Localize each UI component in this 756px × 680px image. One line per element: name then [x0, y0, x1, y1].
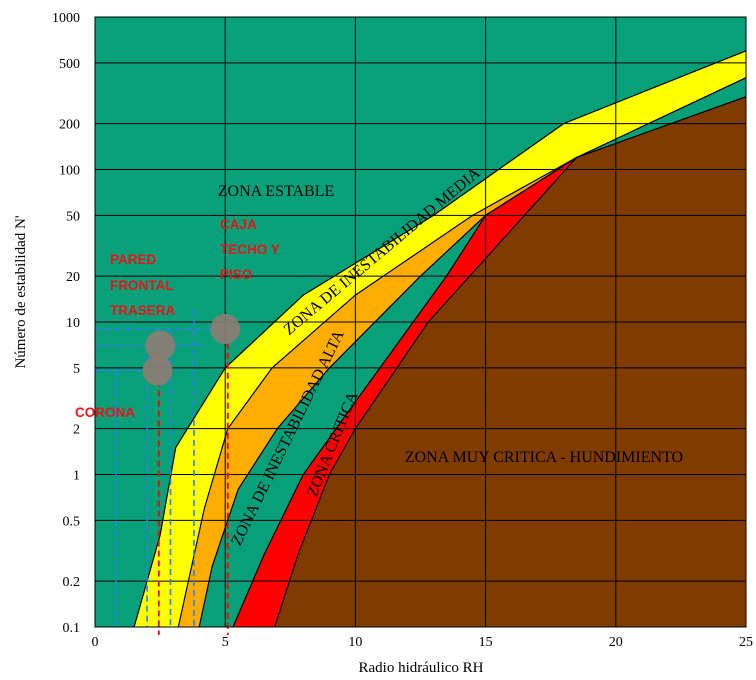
annotation-pared-line-3: TRASERA	[110, 303, 176, 318]
annotation-caja-line-1: CAJA	[220, 217, 257, 232]
y-axis-title: Número de estabilidad N'	[13, 215, 29, 368]
x-axis-ticks: 0 5 10 15 20 25	[92, 635, 754, 650]
y-tick-label: 0.1	[63, 621, 81, 636]
point-caja-techo-piso	[210, 313, 241, 344]
zone-critical-fill	[233, 157, 577, 627]
point-corona	[142, 355, 173, 386]
annotation-corona-line-1: CORONA	[75, 405, 135, 420]
y-tick-label: 200	[59, 118, 80, 133]
zone-label-stable: ZONA ESTABLE	[218, 183, 335, 200]
plot-area	[94, 16, 747, 635]
point-pared-frontal-trasera	[145, 330, 176, 361]
y-tick-label: 0.5	[63, 514, 81, 529]
boundary-line-b2	[177, 77, 746, 627]
zone-high-fill	[178, 157, 577, 627]
zone-very-critical-fill	[274, 96, 746, 627]
x-tick-label: 25	[739, 635, 753, 650]
x-tick-label: 15	[479, 635, 493, 650]
annotation-corona: CORONA	[75, 405, 135, 420]
x-tick-label: 5	[222, 635, 229, 650]
boundary-line-b3	[198, 156, 578, 627]
y-tick-label: 100	[59, 164, 80, 179]
annotation-caja: CAJA TECHO Y PISO	[220, 217, 280, 282]
annotation-pared-line-2: FRONTAL	[110, 278, 174, 293]
y-tick-label: 10	[66, 316, 80, 331]
annotation-caja-line-3: PISO	[220, 267, 252, 282]
y-tick-label: 500	[59, 57, 80, 72]
y-tick-label: 0.2	[63, 575, 81, 590]
y-tick-label: 5	[73, 362, 80, 377]
data-points	[142, 313, 241, 386]
x-tick-label: 10	[348, 635, 362, 650]
annotation-caja-line-2: TECHO Y	[220, 242, 280, 257]
zone-label-very-critical: ZONA MUY CRITICA - HUNDIMIENTO	[405, 449, 683, 466]
y-tick-label: 50	[66, 209, 80, 224]
y-tick-label: 2	[73, 423, 80, 438]
annotation-pared-line-1: PARED	[110, 252, 157, 267]
y-axis-ticks: 0.1 0.2 0.5 1 2 5 10 20 50 100 200 500 1000	[52, 11, 80, 636]
plot-frame	[94, 16, 747, 628]
x-tick-label: 20	[609, 635, 623, 650]
annotation-pared: PARED FRONTAL TRASERA	[110, 252, 176, 318]
y-tick-label: 1	[73, 469, 80, 484]
x-axis-title: Radio hidráulico RH	[359, 660, 484, 676]
reference-lines	[95, 309, 229, 635]
y-tick-label: 20	[66, 270, 80, 285]
grid	[95, 17, 746, 627]
x-tick-label: 0	[92, 635, 99, 650]
y-tick-label: 1000	[52, 11, 80, 26]
